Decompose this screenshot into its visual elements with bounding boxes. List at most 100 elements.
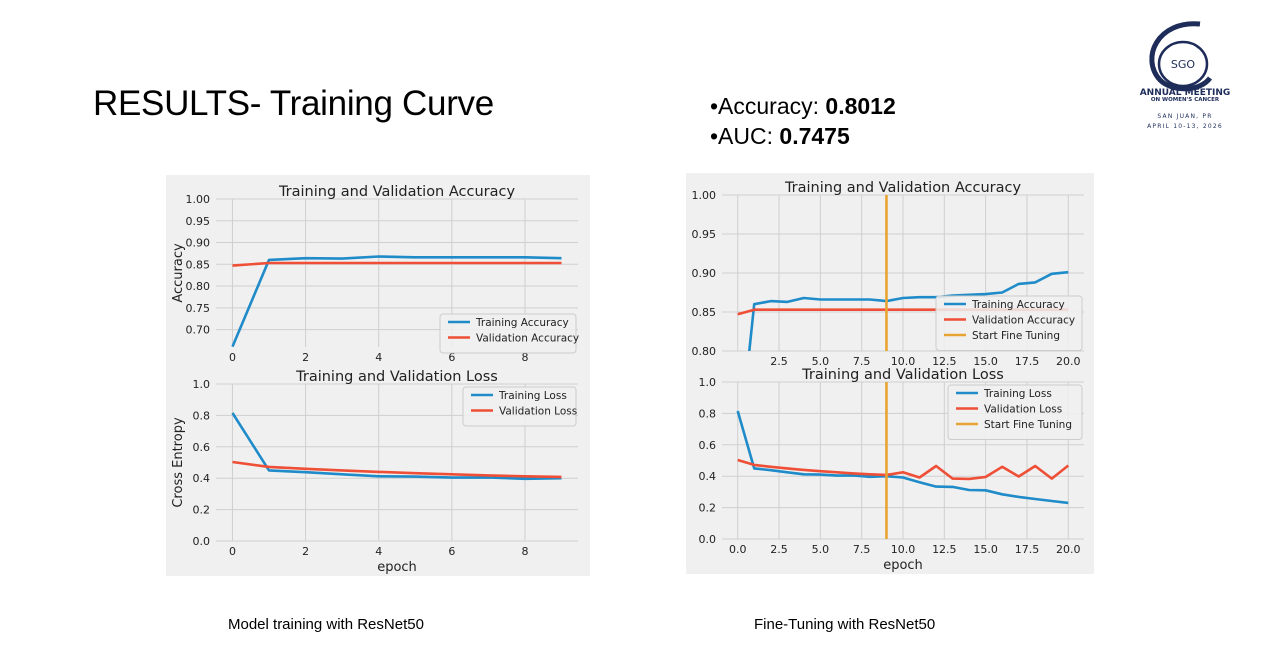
x-axis-label: epoch	[377, 560, 417, 575]
legend-box	[935, 295, 1083, 351]
legend-box	[439, 313, 577, 354]
x-axis-label: epoch	[883, 558, 923, 573]
y-tick-label: 1.0	[193, 378, 211, 391]
legend-label: Validation Loss	[499, 406, 577, 418]
y-tick-label: 0.2	[699, 502, 717, 515]
logo-ring	[1157, 40, 1209, 88]
chart-loss2: 0.0 0.2 0.4 0.6 0.8 1.0 0.0 2.5 5.0 7.5 10.0 12.5 15…	[699, 367, 1084, 573]
x-tick-label: 6	[448, 351, 455, 364]
sgo-logo: SGO ANNUAL MEETING ON WOMEN'S CANCER SAN…	[1140, 21, 1231, 130]
x-tick-label: 7.5	[853, 543, 871, 556]
y-tick-label: 0.90	[186, 237, 211, 250]
x-tick-label: 17.5	[1015, 355, 1040, 368]
x-tick-label: 2	[302, 351, 309, 364]
y-tick-label: 0.85	[692, 306, 717, 319]
caption-model-training: Model training with ResNet50	[228, 616, 424, 633]
chart-title: Training and Validation Loss	[295, 369, 498, 385]
auc-metric: •AUC: 0.7475	[710, 121, 896, 151]
series-line-training-loss	[231, 412, 562, 481]
y-tick-label: 0.0	[699, 533, 717, 546]
legend-label: Training Accuracy	[971, 299, 1065, 311]
x-tick-label: 15.0	[973, 543, 998, 556]
x-tick-label: 4	[375, 545, 382, 558]
x-tick-label: 17.5	[1015, 543, 1040, 556]
legend-label: Validation Accuracy	[476, 333, 579, 345]
y-tick-label: 0.8	[699, 407, 717, 420]
legend-label: Start Fine Tuning	[984, 419, 1072, 431]
accuracy-label: •Accuracy:	[710, 93, 826, 119]
y-tick-label: 0.95	[186, 215, 211, 228]
plot-area	[231, 255, 562, 347]
x-tick-label: 8	[521, 351, 528, 364]
figure-1-svg: 0.700.750.800.850.900.951.000 2 4 6 8Trainin…	[171, 184, 579, 575]
x-tick-label: 12.5	[932, 543, 957, 556]
x-tick-label: 4	[375, 351, 382, 364]
auc-label: •AUC:	[710, 123, 780, 149]
logo-arc	[1149, 21, 1213, 92]
y-tick-label: 0.4	[193, 472, 211, 485]
y-tick-label: 0.75	[186, 302, 211, 315]
chart-title: Training and Validation Loss	[801, 367, 1004, 383]
legend-box	[947, 384, 1083, 440]
y-tick-label: 1.00	[186, 193, 211, 206]
logo-abbrev: SGO	[1171, 58, 1196, 71]
series-line-training-accuracy	[748, 270, 1069, 351]
plot-area	[736, 382, 1070, 539]
x-tick-label: 5.0	[812, 355, 830, 368]
x-tick-label: 20.0	[1056, 543, 1081, 556]
y-tick-label: 0.90	[692, 267, 717, 280]
legend-box	[462, 386, 577, 427]
x-tick-label: 0.0	[729, 543, 747, 556]
x-tick-label: 2.5	[770, 355, 788, 368]
y-tick-label: 1.00	[692, 189, 717, 202]
y-axis-label: Accuracy	[171, 243, 186, 303]
chart-acc1: 0.70 0.75 0.80 0.85 0.90 0.95 1.00 0 2 4 6 8 Trainin…	[171, 184, 579, 364]
x-tick-label: 5.0	[812, 543, 830, 556]
metrics-block: •Accuracy: 0.8012 •AUC: 0.7475	[710, 91, 896, 151]
y-tick-label: 0.4	[699, 470, 717, 483]
plot-area	[231, 412, 562, 481]
chart-acc2: 0.80 0.85 0.90 0.95 1.00 2.5 5.0 7.5 10.0 12.5 15.…	[692, 180, 1084, 368]
logo-location: SAN JUAN, PR	[1157, 113, 1212, 120]
chart-title: Training and Validation Accuracy	[278, 184, 516, 200]
series-line-training-accuracy	[231, 255, 562, 347]
legend-label: Training Loss	[498, 390, 567, 402]
x-tick-label: 15.0	[973, 355, 998, 368]
y-tick-label: 0.70	[186, 324, 211, 337]
chart-loss1: 0.0 0.2 0.4 0.6 0.8 1.0 0 2 4 6 8 Training and Vali…	[171, 369, 578, 575]
series-line-training-loss	[736, 410, 1069, 505]
legend-label: Validation Loss	[984, 404, 1062, 416]
series-line-validation-accuracy	[232, 261, 562, 267]
legend-label: Validation Accuracy	[972, 315, 1075, 327]
x-tick-label: 7.5	[853, 355, 871, 368]
x-tick-label: 8	[521, 545, 528, 558]
x-tick-label: 0	[229, 351, 236, 364]
x-tick-label: 2	[302, 545, 309, 558]
figure-fine-tuning: 0.80 0.85 0.90 0.95 1.00 2.5 5.0 7.5 10.0 12.5 15.…	[686, 173, 1094, 574]
x-tick-label: 12.5	[932, 355, 957, 368]
y-tick-label: 0.0	[193, 535, 211, 548]
chart-title: Training and Validation Accuracy	[784, 180, 1022, 196]
caption-fine-tuning: Fine-Tuning with ResNet50	[754, 616, 936, 633]
slide-title: RESULTS- Training Curve	[93, 84, 494, 123]
y-tick-label: 0.80	[186, 280, 211, 293]
logo-line1: ANNUAL MEETING	[1140, 88, 1231, 98]
x-tick-label: 10.0	[891, 355, 916, 368]
logo-line2: ON WOMEN'S CANCER	[1151, 97, 1220, 103]
logo-dates: APRIL 10-13, 2026	[1147, 123, 1223, 130]
x-tick-label: 2.5	[770, 543, 788, 556]
series-line-validation-loss	[737, 458, 1070, 481]
x-tick-label: 10.0	[891, 543, 916, 556]
legend-label: Training Loss	[983, 388, 1052, 400]
y-tick-label: 0.95	[692, 228, 717, 241]
y-tick-label: 0.6	[699, 439, 717, 452]
series-line-validation-loss	[232, 460, 562, 479]
figure-2-svg: 0.80 0.85 0.90 0.95 1.00 2.5 5.0 7.5 10.0 12.5 15.…	[692, 180, 1084, 573]
accuracy-value: 0.8012	[825, 93, 896, 119]
y-tick-label: 0.6	[193, 441, 211, 454]
figure-resnet50-training: 0.70 0.75 0.80 0.85 0.90 0.95 1.00 0 2 4 6 8 Trainin…	[166, 175, 590, 576]
legend-label: Start Fine Tuning	[972, 330, 1060, 342]
auc-value: 0.7475	[779, 123, 850, 149]
accuracy-metric: •Accuracy: 0.8012	[710, 91, 896, 121]
x-tick-label: 6	[448, 545, 455, 558]
